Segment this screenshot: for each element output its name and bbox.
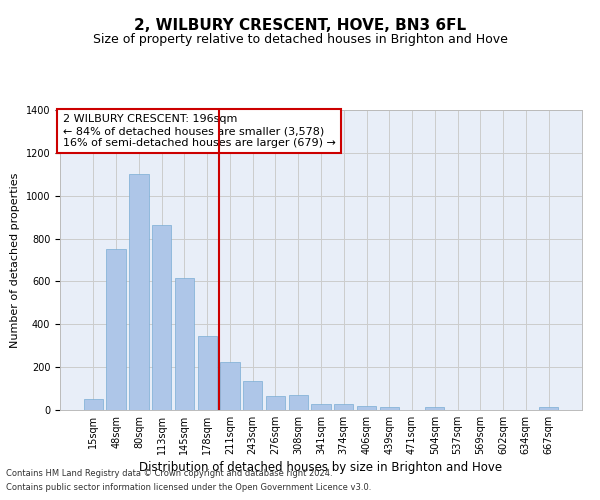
- Bar: [425, 408, 445, 410]
- Bar: [380, 407, 399, 410]
- Bar: [266, 396, 285, 410]
- Bar: [311, 404, 331, 410]
- Text: Contains HM Land Registry data © Crown copyright and database right 2024.: Contains HM Land Registry data © Crown c…: [6, 468, 332, 477]
- Bar: [539, 408, 558, 410]
- Text: 2 WILBURY CRESCENT: 196sqm
← 84% of detached houses are smaller (3,578)
16% of s: 2 WILBURY CRESCENT: 196sqm ← 84% of deta…: [62, 114, 335, 148]
- Bar: [106, 250, 126, 410]
- Bar: [175, 278, 194, 410]
- Bar: [197, 336, 217, 410]
- Y-axis label: Number of detached properties: Number of detached properties: [10, 172, 20, 348]
- Bar: [129, 174, 149, 410]
- Text: Contains public sector information licensed under the Open Government Licence v3: Contains public sector information licen…: [6, 484, 371, 492]
- Text: 2, WILBURY CRESCENT, HOVE, BN3 6FL: 2, WILBURY CRESCENT, HOVE, BN3 6FL: [134, 18, 466, 32]
- Bar: [84, 400, 103, 410]
- Bar: [220, 362, 239, 410]
- Bar: [334, 404, 353, 410]
- Bar: [152, 224, 172, 410]
- Text: Size of property relative to detached houses in Brighton and Hove: Size of property relative to detached ho…: [92, 32, 508, 46]
- X-axis label: Distribution of detached houses by size in Brighton and Hove: Distribution of detached houses by size …: [139, 461, 503, 474]
- Bar: [357, 406, 376, 410]
- Bar: [289, 395, 308, 410]
- Bar: [243, 381, 262, 410]
